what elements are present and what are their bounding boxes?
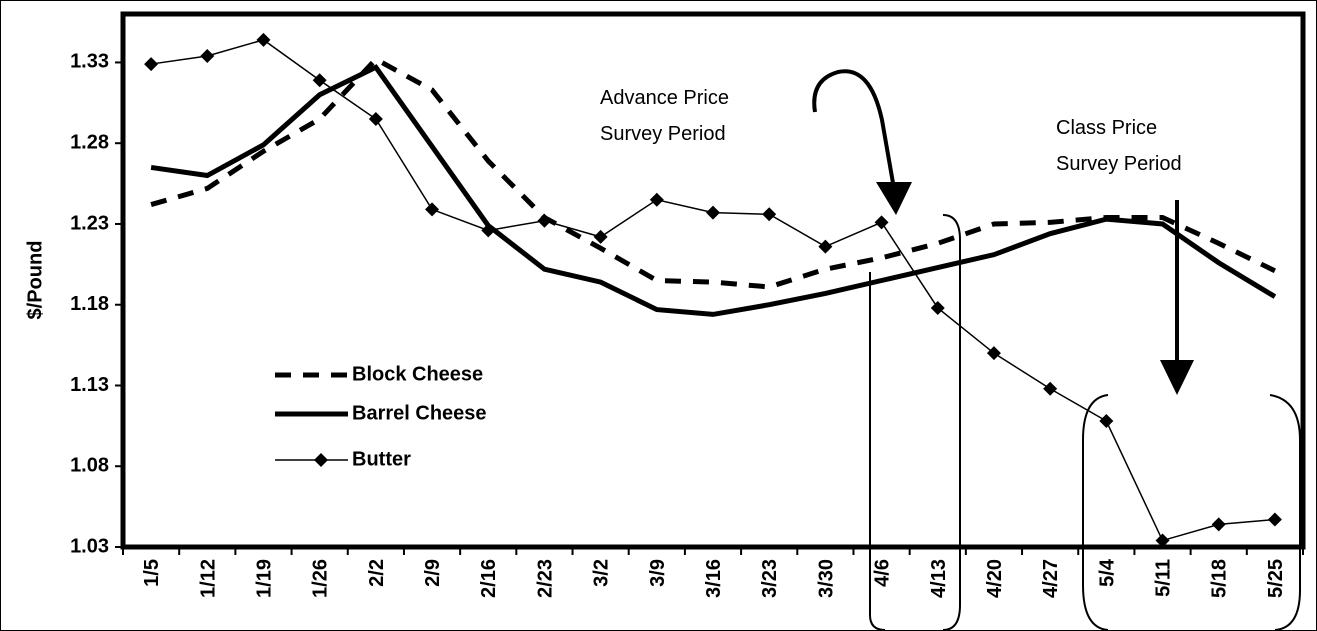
- series-line: [150, 64, 1277, 317]
- plot-border: [120, 11, 1306, 550]
- x-tick-label: 1/12: [197, 559, 219, 598]
- x-tick-label: 2/16: [478, 559, 500, 598]
- marker: [481, 223, 496, 238]
- y-tick-label: 1.18: [70, 293, 109, 315]
- arrow: [812, 69, 895, 184]
- marker: [874, 215, 889, 230]
- bracket: [1082, 394, 1109, 631]
- annotation: Advance Price: [600, 87, 729, 109]
- series-line: [150, 56, 1276, 290]
- x-tick-label: 3/2: [591, 559, 613, 587]
- x-tick-label: 2/2: [366, 559, 388, 587]
- annotation: Survey Period: [1056, 153, 1182, 175]
- marker: [706, 205, 720, 220]
- x-tick-label: 4/20: [984, 559, 1006, 598]
- x-tick-label: 2/23: [534, 559, 556, 598]
- x-tick-label: 4/13: [928, 559, 950, 598]
- marker: [312, 73, 327, 88]
- x-tick-label: 3/30: [815, 559, 837, 598]
- bracket: [869, 272, 886, 631]
- arrow-head: [1160, 360, 1194, 395]
- legend-label: Barrel Cheese: [352, 402, 487, 424]
- marker: [1043, 381, 1058, 396]
- marker: [256, 32, 271, 47]
- marker: [144, 57, 159, 72]
- bracket: [942, 214, 961, 631]
- marker: [930, 300, 945, 315]
- y-tick-label: 1.33: [70, 51, 109, 73]
- y-tick-label: 1.03: [70, 535, 109, 557]
- annotation: Survey Period: [600, 123, 726, 145]
- y-tick-label: 1.08: [70, 455, 109, 477]
- x-tick-label: 1/19: [253, 559, 275, 598]
- x-tick-label: 4/6: [872, 559, 894, 587]
- x-tick-label: 5/4: [1096, 558, 1118, 587]
- marker: [986, 346, 1001, 361]
- y-tick-label: 1.28: [70, 131, 109, 153]
- marker: [200, 48, 215, 63]
- marker: [537, 213, 552, 228]
- marker: [1099, 414, 1114, 429]
- marker: [1211, 517, 1226, 532]
- x-tick-label: 1/26: [310, 559, 332, 598]
- x-tick-label: 5/11: [1153, 559, 1175, 597]
- marker: [649, 192, 664, 207]
- x-tick-label: 1/5: [141, 559, 163, 587]
- y-axis-label: $/Pound: [24, 241, 46, 320]
- y-tick-label: 1.23: [70, 212, 109, 234]
- marker: [1267, 512, 1282, 527]
- x-tick-label: 4/27: [1040, 559, 1062, 598]
- annotation: Class Price: [1056, 117, 1157, 139]
- arrow-head: [876, 182, 912, 215]
- x-tick-label: 3/16: [703, 559, 725, 598]
- bracket: [1269, 394, 1301, 631]
- legend-label: Butter: [352, 448, 411, 470]
- marker: [368, 111, 383, 126]
- x-tick-label: 5/18: [1209, 559, 1231, 598]
- marker: [425, 202, 440, 217]
- y-tick-label: 1.13: [70, 374, 109, 396]
- marker: [593, 229, 608, 244]
- marker: [762, 207, 777, 222]
- x-tick-label: 5/25: [1265, 559, 1287, 598]
- legend-label: Block Cheese: [352, 363, 483, 385]
- x-tick-label: 3/9: [647, 559, 669, 587]
- marker: [1155, 533, 1170, 548]
- marker: [818, 239, 833, 254]
- x-tick-label: 2/9: [422, 559, 444, 587]
- legend-marker: [314, 453, 328, 467]
- x-tick-label: 3/23: [759, 559, 781, 598]
